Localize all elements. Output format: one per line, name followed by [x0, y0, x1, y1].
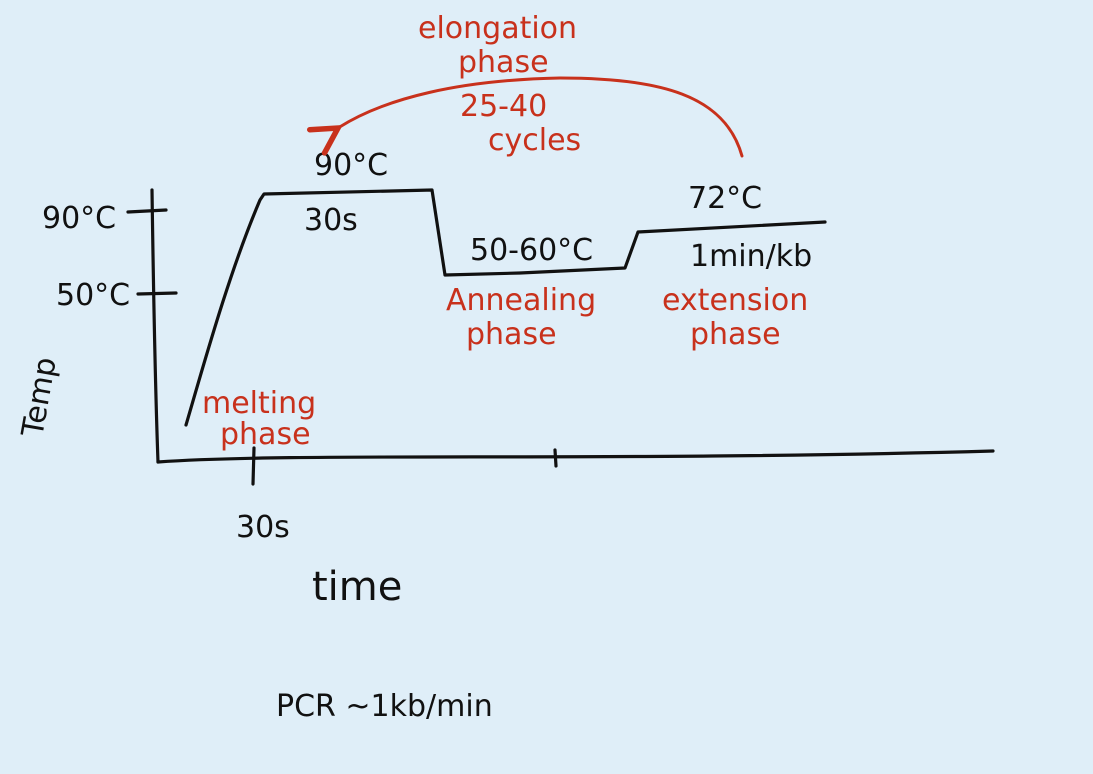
melting-phase-line1: melting: [202, 386, 316, 421]
y-tick-50: [136, 291, 178, 296]
footer-note: PCR ~1kb/min: [276, 689, 493, 724]
elongation-phase-line1: elongation: [418, 11, 577, 46]
melting-phase-line2: phase: [220, 417, 311, 452]
cycles-word-label: cycles: [488, 123, 581, 158]
extension-phase-line1: extension: [662, 283, 808, 318]
y-tick-label-50: 50°C: [56, 278, 130, 313]
cycle-arrow: [338, 76, 744, 158]
melting-time-label: 30s: [304, 203, 358, 238]
annealing-phase-line1: Annealing: [446, 283, 596, 318]
x-tick-label-30s: 30s: [236, 510, 290, 545]
y-tick-90: [126, 208, 168, 214]
x-axis-title: time: [312, 564, 402, 610]
annealing-phase-line2: phase: [466, 317, 557, 352]
annealing-temp-label: 50-60°C: [470, 233, 593, 268]
temperature-profile-line: [184, 188, 827, 427]
melting-temp-label: 90°C: [314, 148, 388, 183]
y-axis-title: Temp: [15, 355, 64, 441]
elongation-phase-line2: phase: [458, 45, 549, 80]
y-axis: [150, 188, 160, 464]
extension-phase-line2: phase: [690, 317, 781, 352]
x-axis: [156, 449, 995, 464]
extension-time-label: 1min/kb: [690, 239, 812, 274]
x-tick-30s: [251, 446, 256, 486]
y-tick-label-90: 90°C: [42, 201, 116, 236]
extension-temp-label: 72°C: [688, 181, 762, 216]
x-tick-mid: [553, 448, 558, 468]
cycles-count-label: 25-40: [460, 89, 547, 124]
